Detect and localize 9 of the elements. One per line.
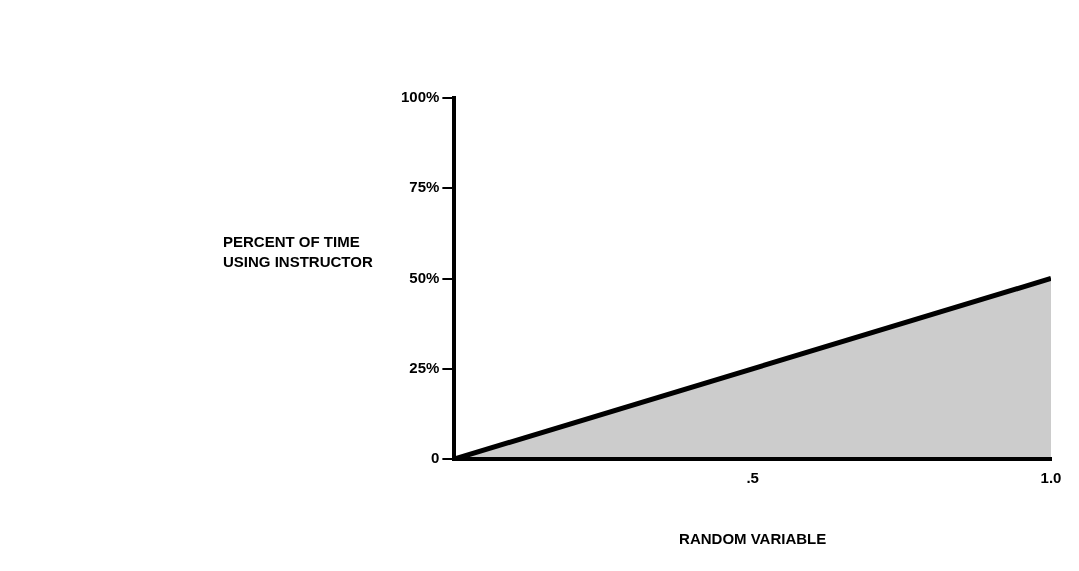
x-tick-label: .5	[746, 469, 759, 487]
x-axis-title: RANDOM VARIABLE	[679, 530, 827, 548]
y-tick-label: 75%	[409, 178, 440, 196]
y-axis-title: PERCENT OF TIME USING INSTRUCTOR	[223, 233, 373, 271]
x-tick-label: 1.0	[1040, 469, 1062, 487]
y-tick-label: 100%	[400, 88, 440, 106]
y-tick-label: 25%	[409, 358, 440, 376]
y-tick-label: 0	[431, 449, 440, 467]
y-tick-label: 50%	[409, 268, 440, 286]
